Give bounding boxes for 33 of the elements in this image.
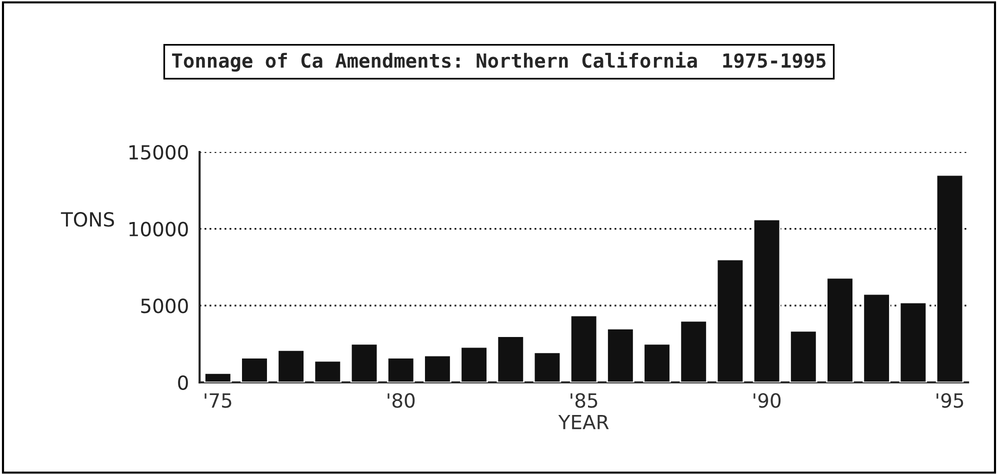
x-axis-title: YEAR <box>558 414 609 430</box>
x-tick-label: '90 <box>754 393 781 408</box>
bar <box>533 352 562 382</box>
x-tick-label: '75 <box>204 393 232 408</box>
x-tick-label: '85 <box>570 393 598 408</box>
x-tick-label: '95 <box>936 393 964 408</box>
bar <box>314 360 342 382</box>
y-tick-label: 5000 <box>141 298 188 314</box>
bar <box>752 218 781 382</box>
bar <box>936 174 964 382</box>
bar <box>716 258 744 382</box>
bar <box>460 346 488 382</box>
bar <box>862 293 890 382</box>
bar <box>899 302 928 382</box>
x-tick-label: '80 <box>388 393 415 408</box>
y-tick-label: 0 <box>178 375 188 390</box>
y-tick-label: 10000 <box>129 222 188 236</box>
bar <box>826 277 854 382</box>
bar <box>240 357 268 382</box>
bar <box>680 320 708 382</box>
y-tick-label: 15000 <box>129 144 188 160</box>
bar <box>790 330 818 382</box>
bar <box>570 314 598 382</box>
chart-title: Tonnage of Ca Amendments: Northern California 1975-1995 <box>172 52 826 72</box>
bar <box>496 336 525 382</box>
bar <box>386 357 415 382</box>
y-axis-title: TONS <box>60 212 114 227</box>
bar <box>277 349 305 382</box>
bar <box>204 372 232 382</box>
bar <box>350 343 378 382</box>
bar <box>424 354 452 382</box>
bar <box>643 343 671 382</box>
bar <box>606 328 634 382</box>
